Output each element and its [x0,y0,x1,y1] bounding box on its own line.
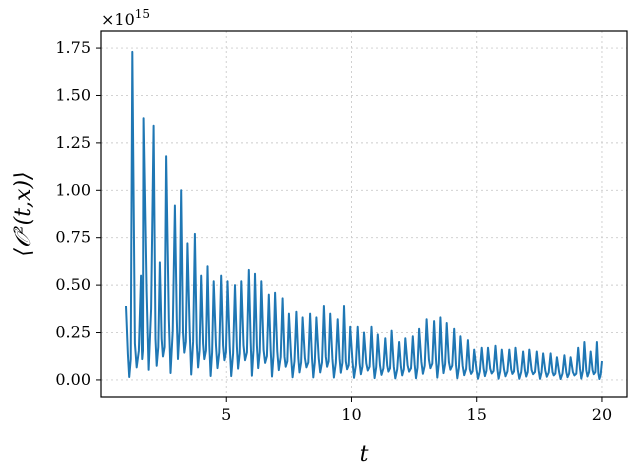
y-tick-label: 0.00 [55,370,91,389]
y-tick-label: 1.25 [55,133,91,152]
x-tick-label: 15 [467,405,487,424]
series-line [125,50,603,380]
axis-ticks: 5 10 15 20 0.00 0.25 0.50 0.75 1.00 1.25 1.50 1.75 [55,38,612,424]
plot-frame [100,30,628,398]
y-tick-label: 0.25 [55,323,91,342]
y-tick-label: 1.50 [55,85,91,104]
x-tick-label: 5 [221,405,231,424]
x-tick-label: 10 [341,405,361,424]
x-tick-label: 20 [592,405,612,424]
y-axis-label: ⟨𝒪²(t,x)⟩ [11,171,36,256]
scale-label: ×1015 [101,7,150,29]
y-tick-label: 0.50 [55,275,91,294]
y-tick-label: 0.75 [55,228,91,247]
x-axis-label: t [360,442,369,467]
y-tick-label: 1.75 [55,38,91,57]
y-tick-label: 1.00 [55,180,91,199]
